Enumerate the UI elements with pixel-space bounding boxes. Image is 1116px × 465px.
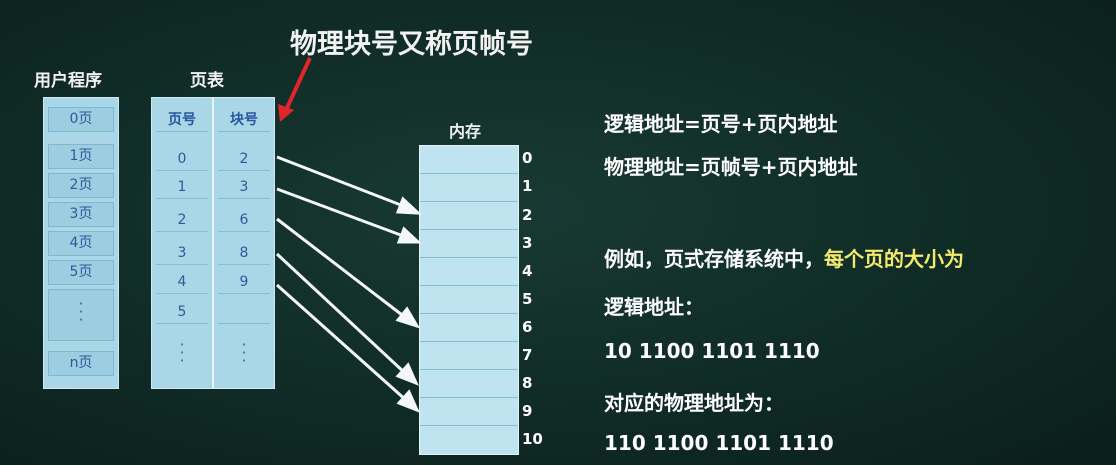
memory-frame-divider: [420, 257, 518, 258]
block-number-cell: 3: [218, 175, 270, 199]
page-number-cell: 5: [156, 300, 208, 324]
memory-frame-number: 6: [522, 318, 533, 336]
vertical-ellipsis-icon: · · ·: [241, 335, 247, 370]
user-page-cell: 0页: [48, 107, 114, 132]
memory-frame-number: 4: [522, 262, 533, 280]
mapping-arrow: [275, 252, 419, 386]
memory-frame-number: 7: [522, 346, 533, 364]
memory-frame-number: 0: [522, 149, 533, 167]
memory-frame-divider: [420, 397, 518, 398]
memory-frame-number: 8: [522, 374, 533, 392]
memory-frame-divider: [420, 201, 518, 202]
memory-block: [419, 145, 519, 455]
memory-frame-number: 5: [522, 290, 533, 308]
annotation-arrow: [278, 57, 312, 122]
diagram-title: 物理块号又称页帧号: [290, 29, 533, 60]
memory-frame-divider: [420, 229, 518, 230]
physical-address-formula: 物理地址=页帧号+页内地址: [604, 155, 858, 179]
mapping-arrow: [276, 217, 421, 329]
page-number-cell: 2: [156, 208, 208, 232]
memory-frame-number: 1: [522, 177, 533, 195]
block-number-cell: 8: [218, 241, 270, 265]
memory-frame-divider: [420, 341, 518, 342]
memory-frame-divider: [420, 173, 518, 174]
user-program-column: 0页 1页 2页 3页 4页 5页 · · · n页: [43, 97, 119, 389]
page-table-heading: 页表: [190, 71, 224, 91]
memory-frame-number: 3: [522, 234, 533, 252]
user-page-cell: n页: [48, 351, 114, 376]
memory-frame-number: 9: [522, 402, 533, 420]
physical-address-label: 对应的物理地址为：: [604, 391, 784, 415]
page-table-divider: [212, 98, 214, 388]
logical-address-value: 10 1100 1101 1110: [604, 339, 820, 363]
page-number-cell: 1: [156, 175, 208, 199]
memory-frame-divider: [420, 369, 518, 370]
vertical-ellipsis-icon: · · ·: [179, 335, 185, 370]
memory-frame-number: 10: [522, 430, 543, 448]
physical-address-value: 110 1100 1101 1110: [604, 431, 834, 455]
page-table-header-block: 块号: [218, 108, 270, 132]
memory-frame-divider: [420, 285, 518, 286]
user-program-heading: 用户程序: [34, 71, 102, 91]
memory-frame-number: 2: [522, 206, 533, 224]
user-page-cell: 5页: [48, 260, 114, 285]
page-table-header-page: 页号: [156, 108, 208, 132]
page-number-cell: 3: [156, 241, 208, 265]
mapping-arrow: [276, 187, 422, 244]
block-number-cell: 6: [218, 208, 270, 232]
user-page-cell: 4页: [48, 231, 114, 256]
mapping-arrow: [276, 155, 423, 215]
example-line: 例如，页式存储系统中，每个页的大小为: [604, 243, 964, 272]
block-number-cell: 2: [218, 147, 270, 171]
logical-address-label: 逻辑地址：: [604, 295, 704, 319]
mapping-arrow: [276, 283, 420, 413]
page-table: 页号 块号 0 2 1 3 2 6 3 8 4 9 5 · · · · · ·: [151, 97, 275, 389]
logical-address-formula: 逻辑地址=页号+页内地址: [604, 112, 838, 136]
user-page-cell: 2页: [48, 173, 114, 198]
user-page-cell: 3页: [48, 202, 114, 227]
example-highlight: 每个页的大小为: [824, 247, 964, 271]
block-number-cell: 9: [218, 270, 270, 294]
user-page-ellipsis-cell: · · ·: [48, 289, 114, 341]
user-page-cell: 1页: [48, 144, 114, 169]
vertical-ellipsis-icon: · · ·: [78, 294, 84, 329]
memory-frame-divider: [420, 425, 518, 426]
memory-frame-divider: [420, 313, 518, 314]
example-prefix: 例如，页式存储系统中，: [604, 247, 824, 271]
block-number-cell: [218, 300, 270, 324]
page-number-cell: 4: [156, 270, 208, 294]
page-number-cell: 0: [156, 147, 208, 171]
memory-heading: 内存: [449, 122, 482, 141]
